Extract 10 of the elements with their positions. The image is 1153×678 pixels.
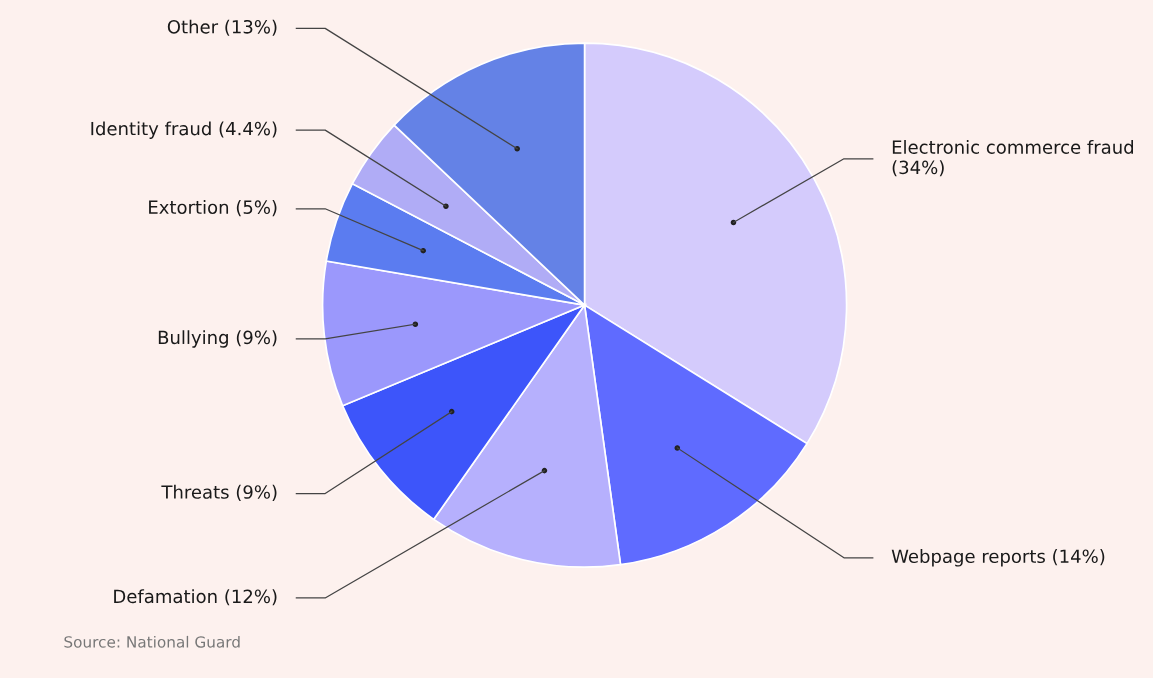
slice-label: Other (13%) [167,19,277,36]
slice-label: Bullying (9%) [158,330,277,348]
slice-label: Electronic commerce fraud [892,139,1133,154]
slice-label: Threats (9%) [161,484,277,501]
source-note: Source: National Guard [64,635,240,648]
slice-label: Webpage reports (14%) [891,549,1105,567]
slice-label: Identity fraud (4.4%) [91,121,277,139]
slice-label: Extortion (5%) [149,200,277,217]
slice-label: Defamation (12%) [114,589,277,606]
data-label: (34%) [892,160,944,177]
